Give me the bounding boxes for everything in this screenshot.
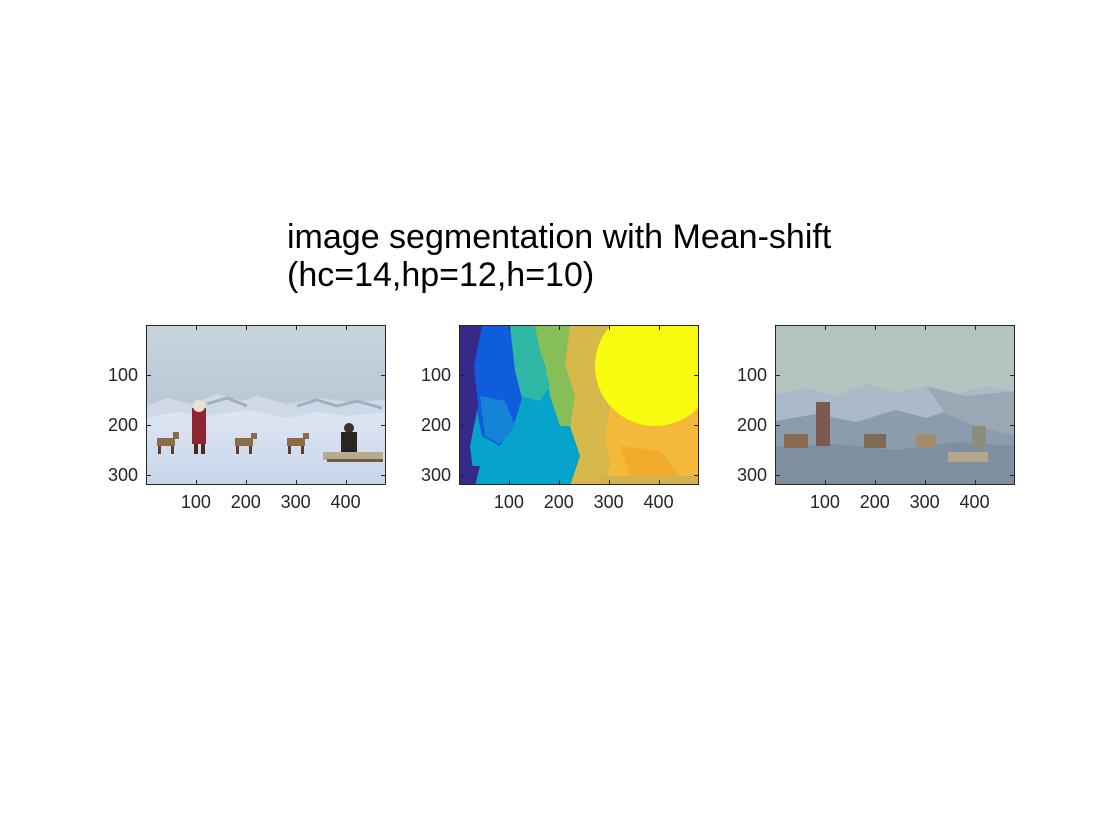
y-tick-mark [460, 424, 464, 426]
x-tick-mark [558, 480, 560, 484]
segmented-image [776, 326, 1014, 484]
x-tick-mark [195, 326, 197, 330]
y-tick-label: 300 [420, 464, 451, 485]
x-tick-label: 400 [959, 492, 990, 512]
x-tick-mark [295, 326, 297, 330]
y-tick-mark [1010, 474, 1014, 476]
y-tick-mark [1010, 424, 1014, 426]
x-tick-mark [974, 480, 976, 484]
x-tick-label: 100 [493, 492, 524, 512]
x-tick-mark [508, 480, 510, 484]
x-tick-label: 200 [543, 492, 574, 512]
y-tick-label: 300 [736, 464, 767, 485]
x-tick-label: 200 [859, 492, 890, 512]
y-tick-label: 100 [420, 364, 451, 385]
title-line-1: image segmentation with Mean-shift [287, 218, 832, 256]
x-tick-mark [245, 480, 247, 484]
x-tick-label: 300 [593, 492, 624, 512]
y-tick-mark [1010, 374, 1014, 376]
y-tick-mark [381, 424, 385, 426]
y-tick-mark [694, 474, 698, 476]
x-tick-mark [295, 480, 297, 484]
x-tick-label: 400 [643, 492, 674, 512]
y-tick-label: 300 [107, 464, 138, 485]
figure-title: image segmentation with Mean-shift (hc=1… [287, 218, 831, 294]
y-tick-mark [776, 374, 780, 376]
x-tick-mark [974, 326, 976, 330]
y-tick-label: 200 [736, 414, 767, 435]
x-tick-mark [608, 326, 610, 330]
y-tick-label: 100 [736, 364, 767, 385]
x-tick-mark [608, 480, 610, 484]
y-tick-mark [694, 424, 698, 426]
original-image-axes [146, 325, 386, 485]
x-tick-mark [824, 326, 826, 330]
segment-label-map [460, 326, 698, 484]
y-tick-mark [147, 374, 151, 376]
y-tick-mark [460, 474, 464, 476]
y-tick-mark [460, 374, 464, 376]
y-tick-mark [381, 474, 385, 476]
y-tick-mark [694, 374, 698, 376]
x-tick-label: 100 [180, 492, 211, 512]
x-tick-mark [874, 326, 876, 330]
y-tick-label: 100 [107, 364, 138, 385]
x-tick-mark [508, 326, 510, 330]
y-tick-mark [147, 474, 151, 476]
x-tick-mark [345, 480, 347, 484]
x-tick-mark [924, 480, 926, 484]
y-tick-mark [776, 424, 780, 426]
x-tick-mark [658, 480, 660, 484]
x-tick-label: 100 [809, 492, 840, 512]
x-tick-label: 400 [330, 492, 361, 512]
y-tick-mark [147, 424, 151, 426]
segmented-image-axes [775, 325, 1015, 485]
x-tick-mark [345, 326, 347, 330]
original-image [147, 326, 385, 484]
segment-label-map-axes [459, 325, 699, 485]
x-tick-mark [924, 326, 926, 330]
x-tick-mark [558, 326, 560, 330]
x-tick-mark [874, 480, 876, 484]
x-tick-label: 300 [909, 492, 940, 512]
x-tick-mark [658, 326, 660, 330]
title-line-2: (hc=14,hp=12,h=10) [287, 256, 595, 294]
y-tick-label: 200 [420, 414, 451, 435]
y-tick-label: 200 [107, 414, 138, 435]
y-tick-mark [381, 374, 385, 376]
x-tick-label: 300 [280, 492, 311, 512]
y-tick-mark [776, 474, 780, 476]
x-tick-mark [195, 480, 197, 484]
x-tick-mark [245, 326, 247, 330]
x-tick-label: 200 [230, 492, 261, 512]
x-tick-mark [824, 480, 826, 484]
